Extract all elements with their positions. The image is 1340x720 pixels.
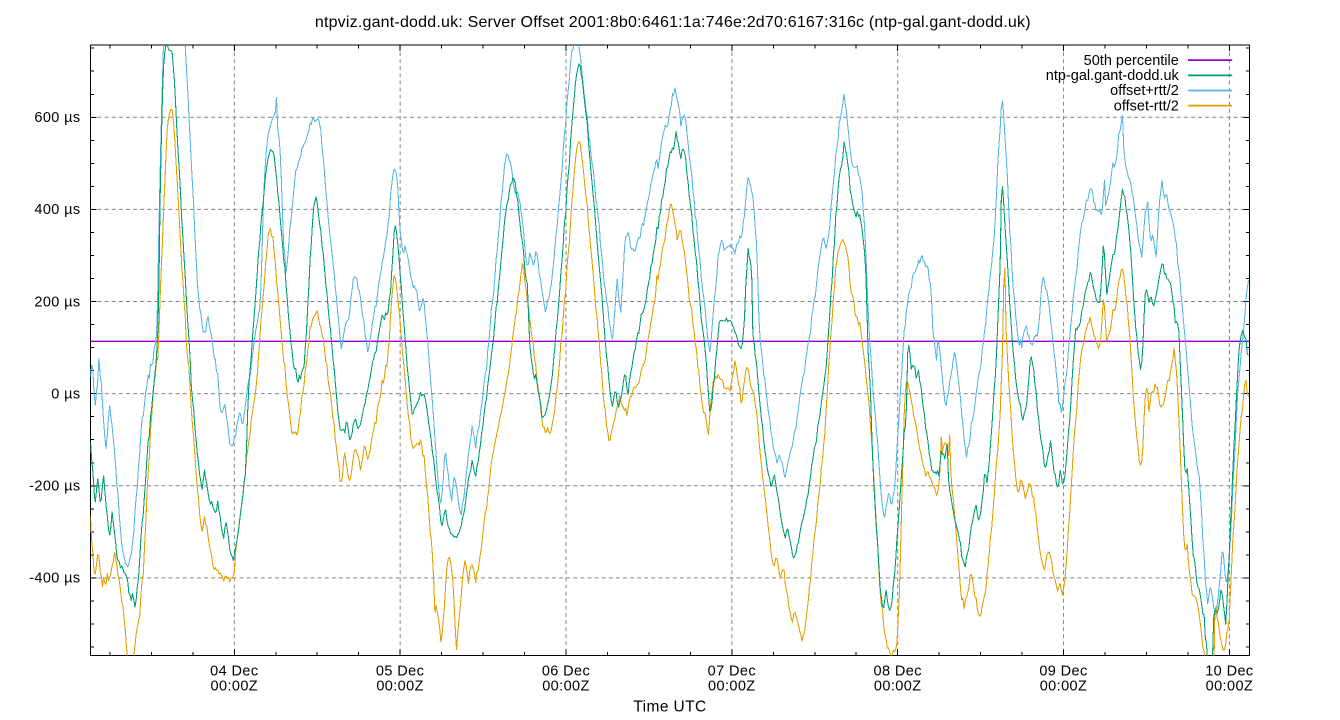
svg-text:Time UTC: Time UTC: [633, 699, 706, 716]
svg-text:00:00Z: 00:00Z: [708, 678, 756, 694]
svg-text:06 Dec: 06 Dec: [542, 664, 590, 680]
svg-text:600 µs: 600 µs: [34, 110, 80, 126]
svg-text:09 Dec: 09 Dec: [1039, 664, 1087, 680]
svg-text:00:00Z: 00:00Z: [874, 678, 922, 694]
svg-text:08 Dec: 08 Dec: [874, 664, 922, 680]
svg-text:0 µs: 0 µs: [51, 387, 80, 403]
svg-text:-400 µs: -400 µs: [29, 571, 80, 587]
svg-text:00:00Z: 00:00Z: [376, 678, 424, 694]
svg-text:ntpviz.gant-dodd.uk: Server Of: ntpviz.gant-dodd.uk: Server Offset 2001:…: [315, 14, 1031, 31]
svg-text:ntp-gal.gant-dodd.uk: ntp-gal.gant-dodd.uk: [1046, 68, 1180, 84]
svg-text:offset-rtt/2: offset-rtt/2: [1114, 98, 1179, 114]
svg-text:04 Dec: 04 Dec: [210, 664, 258, 680]
svg-text:50th percentile: 50th percentile: [1084, 53, 1179, 69]
svg-text:00:00Z: 00:00Z: [1206, 678, 1254, 694]
svg-text:-200 µs: -200 µs: [29, 479, 80, 495]
svg-text:00:00Z: 00:00Z: [542, 678, 590, 694]
svg-text:400 µs: 400 µs: [34, 202, 80, 218]
svg-text:00:00Z: 00:00Z: [1040, 678, 1088, 694]
svg-text:200 µs: 200 µs: [34, 294, 80, 310]
svg-text:05 Dec: 05 Dec: [376, 664, 424, 680]
svg-text:offset+rtt/2: offset+rtt/2: [1110, 83, 1179, 99]
svg-text:00:00Z: 00:00Z: [211, 678, 259, 694]
svg-text:07 Dec: 07 Dec: [708, 664, 756, 680]
svg-text:10 Dec: 10 Dec: [1205, 664, 1253, 680]
